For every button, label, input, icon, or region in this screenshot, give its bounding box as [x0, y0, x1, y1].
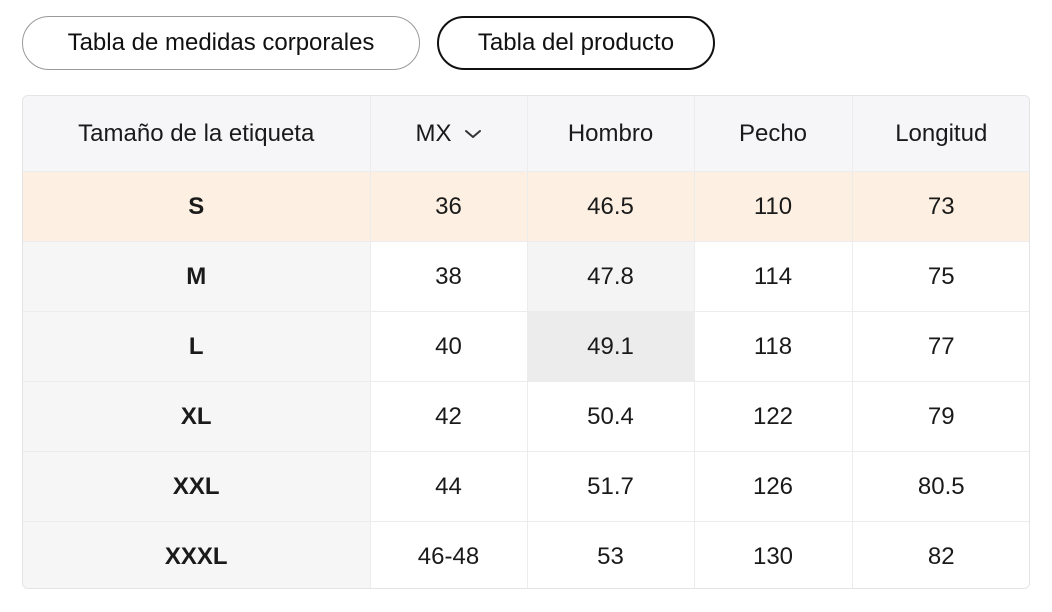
table-header-row: Tamaño de la etiqueta MX Hombro Pecho Lo…: [23, 96, 1029, 172]
table-row: XXXL 46-48 53 130 82: [23, 521, 1029, 588]
cell-mx: 40: [370, 311, 528, 382]
header-chest: Pecho: [694, 96, 853, 172]
cell-length: 75: [852, 241, 1029, 312]
header-shoulder: Hombro: [527, 96, 695, 172]
cell-chest: 126: [694, 451, 853, 522]
cell-chest: 122: [694, 381, 853, 452]
table-row: S 36 46.5 110 73: [23, 171, 1029, 242]
cell-length: 79: [852, 381, 1029, 452]
cell-chest: 118: [694, 311, 853, 382]
cell-length: 73: [852, 171, 1029, 242]
cell-chest: 130: [694, 521, 853, 588]
chevron-down-icon: [464, 128, 482, 140]
table-row: XXL 44 51.7 126 80.5: [23, 451, 1029, 522]
cell-mx: 42: [370, 381, 528, 452]
table-row: L 40 49.1 118 77: [23, 311, 1029, 382]
unit-dropdown[interactable]: MX: [416, 120, 482, 148]
cell-size: L: [23, 311, 371, 382]
header-unit-select[interactable]: MX: [370, 96, 528, 172]
size-chart-tabs: Tabla de medidas corporales Tabla del pr…: [22, 16, 715, 70]
cell-size: S: [23, 171, 371, 242]
cell-shoulder: 53: [527, 521, 695, 588]
cell-chest: 110: [694, 171, 853, 242]
cell-size: XL: [23, 381, 371, 452]
size-table-grid: Tamaño de la etiqueta MX Hombro Pecho Lo…: [23, 96, 1029, 588]
tab-product-chart[interactable]: Tabla del producto: [437, 16, 715, 70]
cell-length: 80.5: [852, 451, 1029, 522]
table-row: M 38 47.8 114 75: [23, 241, 1029, 312]
tab-body-measurements[interactable]: Tabla de medidas corporales: [22, 16, 420, 70]
cell-size: XXXL: [23, 521, 371, 588]
cell-mx: 38: [370, 241, 528, 312]
header-size-label: Tamaño de la etiqueta: [23, 96, 371, 172]
cell-shoulder: 50.4: [527, 381, 695, 452]
cell-mx: 36: [370, 171, 528, 242]
cell-chest: 114: [694, 241, 853, 312]
cell-size: XXL: [23, 451, 371, 522]
table-row: XL 42 50.4 122 79: [23, 381, 1029, 452]
cell-shoulder: 47.8: [527, 241, 695, 312]
cell-size: M: [23, 241, 371, 312]
cell-mx: 46-48: [370, 521, 528, 588]
unit-dropdown-value: MX: [415, 119, 452, 147]
cell-length: 82: [852, 521, 1029, 588]
cell-mx: 44: [370, 451, 528, 522]
header-length: Longitud: [852, 96, 1029, 172]
size-table: Tamaño de la etiqueta MX Hombro Pecho Lo…: [22, 95, 1030, 589]
cell-shoulder: 49.1: [527, 311, 695, 382]
cell-shoulder: 46.5: [527, 171, 695, 242]
cell-length: 77: [852, 311, 1029, 382]
cell-shoulder: 51.7: [527, 451, 695, 522]
